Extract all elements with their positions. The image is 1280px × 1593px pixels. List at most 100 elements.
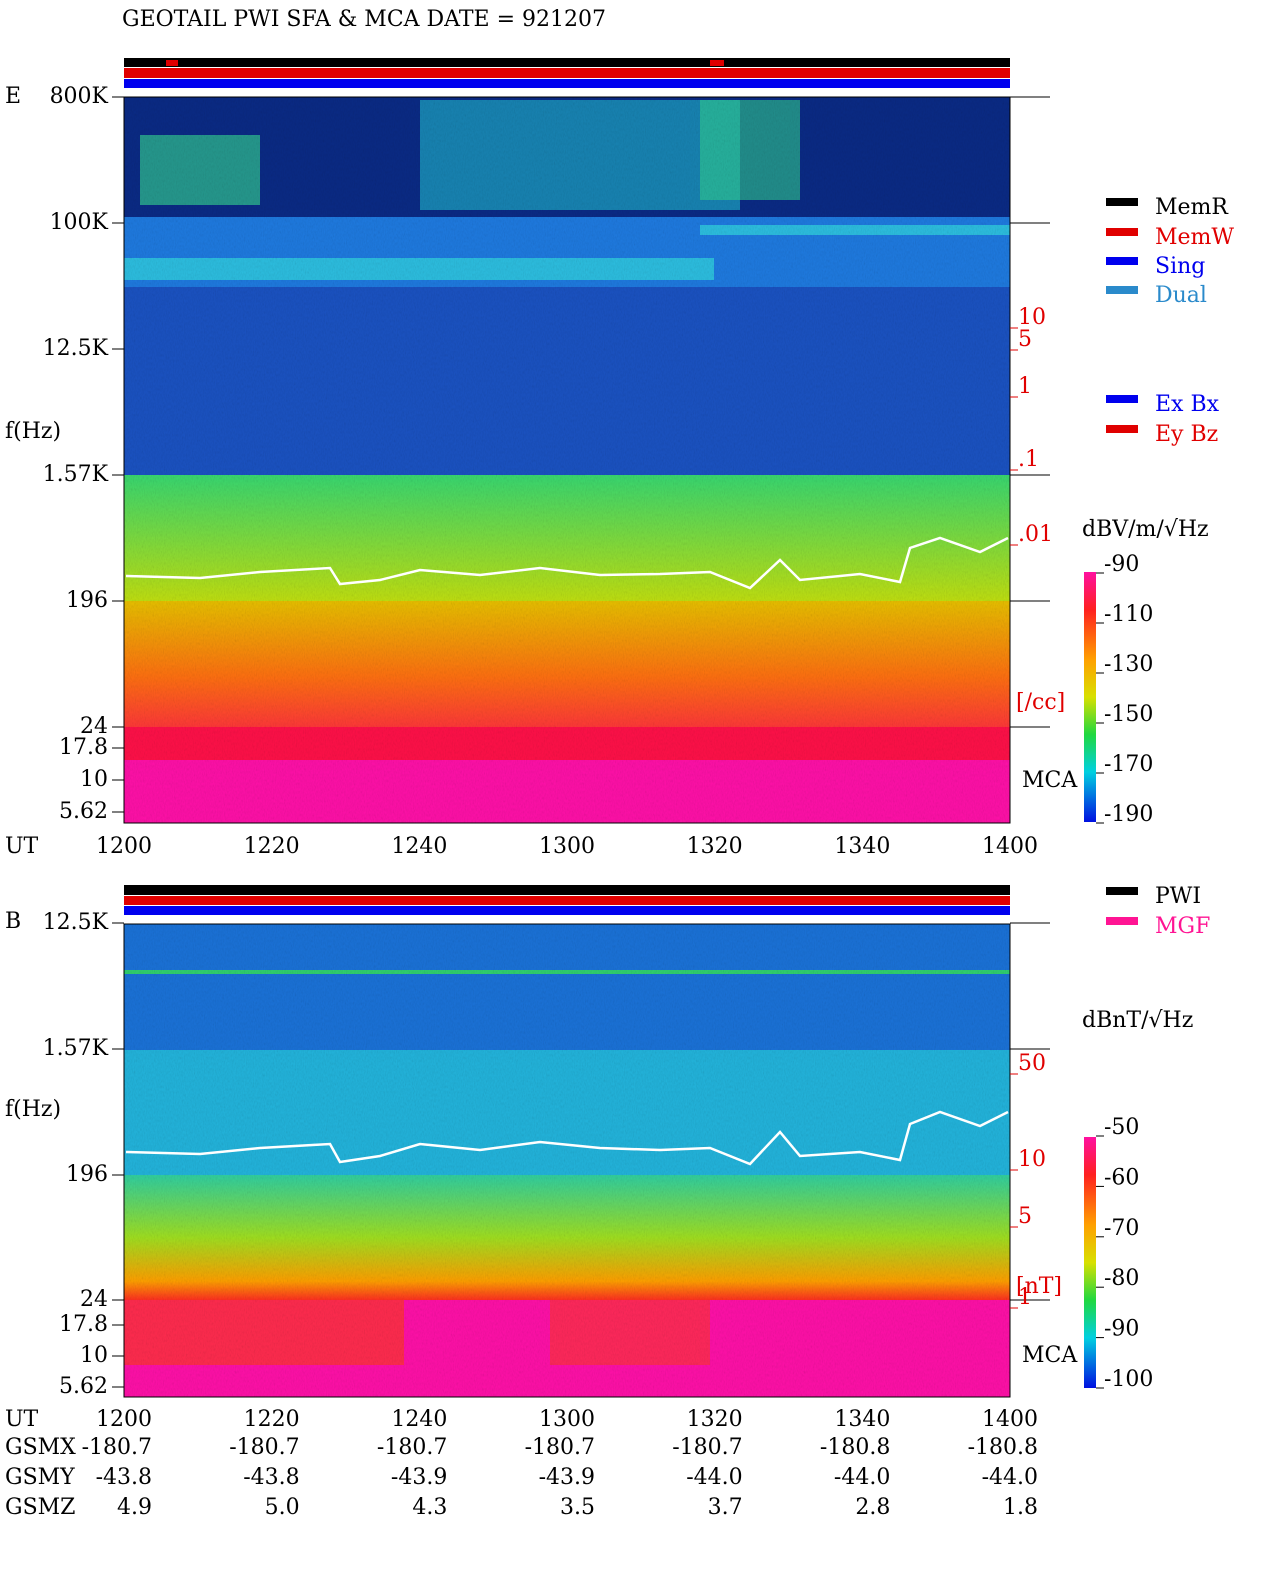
freq-tick-label: 17.8 [59,1312,108,1337]
density-label: 10 [1018,1147,1046,1172]
legend-swatch [1106,425,1138,433]
time-tick-label: 1200 [96,1407,152,1432]
legend-label: Ex Bx [1155,392,1220,417]
orbit-value: -180.8 [968,1435,1038,1460]
density-label: .01 [1018,522,1053,547]
freq-tick-label: 800K [50,84,109,109]
freq-tick-label: 12.5K [43,910,109,935]
freq-tick-label: 5.62 [59,1374,108,1399]
time-axis-label: UT [5,834,39,859]
mca-label: MCA [1022,768,1078,793]
legend-label: MemR [1155,195,1229,220]
colorbar-title: dBnT/√Hz [1082,1008,1193,1033]
density-label: 1 [1018,1285,1032,1310]
colorbar-tick-label: -130 [1104,652,1153,677]
colorbar-tick-label: -70 [1104,1216,1139,1241]
legend-label: Sing [1155,254,1205,279]
freq-tick-label: 10 [80,1343,108,1368]
orbit-value: -44.0 [982,1465,1038,1490]
colorbar-tick-label: -110 [1104,602,1153,627]
legend-label: Dual [1155,283,1207,308]
orbit-row-name: GSMY [5,1465,75,1490]
time-axis-label: UT [5,1407,39,1432]
density-label: 10 [1018,305,1046,330]
orbit-value: -43.9 [539,1465,595,1490]
time-tick-label: 1340 [834,1407,890,1432]
colorbar-tick-label: -150 [1104,702,1153,727]
legend-swatch [1106,198,1138,206]
orbit-value: -180.7 [672,1435,742,1460]
freq-tick-label: 5.62 [59,799,108,824]
colorbar-tick-label: -90 [1104,552,1139,577]
colorbar-tick-label: -90 [1104,1317,1139,1342]
legend-swatch [1106,395,1138,403]
time-tick-label: 1320 [687,834,743,859]
legend-swatch [1106,257,1138,265]
density-label: 50 [1018,1051,1046,1076]
legend-label: MemW [1155,225,1234,250]
b-status-bars [124,885,1010,915]
freq-tick-label: 196 [66,1162,108,1187]
orbit-value: -43.8 [96,1465,152,1490]
legend-swatch [1106,286,1138,294]
e-status-bars [124,58,1010,88]
e-colorbar [1084,572,1096,822]
colorbar-title: dBV/m/√Hz [1082,517,1209,542]
time-tick-label: 1220 [244,1407,300,1432]
orbit-value: -180.8 [820,1435,890,1460]
e-frame [123,96,1011,824]
freq-tick-label: 1.57K [43,1036,109,1061]
legend-label: MGF [1155,914,1210,939]
freq-tick-label: 24 [80,714,108,739]
orbit-value: 1.8 [1003,1495,1038,1520]
e-spectrogram [124,97,1010,823]
freq-tick-label: 12.5K [43,336,109,361]
orbit-value: -43.9 [391,1465,447,1490]
colorbar-tick-label: -50 [1104,1115,1139,1140]
density-label: 5 [1018,327,1032,352]
orbit-value: 3.5 [560,1495,595,1520]
orbit-value: -180.7 [229,1435,299,1460]
colorbar-tick-label: -190 [1104,802,1153,827]
time-tick-label: 1240 [391,1407,447,1432]
orbit-value: -44.0 [834,1465,890,1490]
orbit-value: 5.0 [265,1495,300,1520]
freq-tick-label: 17.8 [59,735,108,760]
density-label: .1 [1018,447,1039,472]
colorbar-tick-label: -60 [1104,1165,1139,1190]
legend-swatch [1106,228,1138,236]
axis-label: f(Hz) [5,1097,61,1122]
orbit-value: 4.3 [412,1495,447,1520]
b-spectrogram [124,924,1010,1397]
density-label: 5 [1018,1204,1032,1229]
b-colorbar [1084,1137,1096,1388]
orbit-value: -43.8 [243,1465,299,1490]
freq-tick-label: 196 [66,588,108,613]
panel-label: B [5,909,21,934]
panel-label: E [5,84,21,109]
colorbar-tick-label: -100 [1104,1367,1153,1392]
freq-tick-label: 10 [80,767,108,792]
time-tick-label: 1300 [539,834,595,859]
orbit-row-name: GSMX [5,1435,76,1460]
density-unit: [/cc] [1016,690,1065,715]
orbit-value: -180.7 [377,1435,447,1460]
orbit-value: 2.8 [855,1495,890,1520]
orbit-value: -180.7 [82,1435,152,1460]
orbit-value: -180.7 [525,1435,595,1460]
time-tick-label: 1400 [982,1407,1038,1432]
freq-tick-label: 24 [80,1287,108,1312]
orbit-row-name: GSMZ [5,1495,75,1520]
title: GEOTAIL PWI SFA & MCA DATE = 921207 [122,7,606,32]
time-tick-label: 1240 [391,834,447,859]
density-label: 1 [1018,374,1032,399]
orbit-value: 4.9 [117,1495,152,1520]
legend-label: Ey Bz [1155,422,1218,447]
time-tick-label: 1200 [96,834,152,859]
time-tick-label: 1220 [244,834,300,859]
colorbar-tick-label: -170 [1104,752,1153,777]
time-tick-label: 1320 [687,1407,743,1432]
colorbar-tick-label: -80 [1104,1266,1139,1291]
freq-tick-label: 1.57K [43,462,109,487]
